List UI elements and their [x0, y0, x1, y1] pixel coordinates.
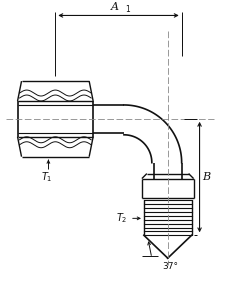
Text: 1: 1	[125, 5, 130, 14]
Text: $T_1$: $T_1$	[41, 171, 52, 185]
Text: A: A	[111, 3, 119, 12]
Text: $T_2$: $T_2$	[116, 211, 128, 225]
Text: B: B	[203, 172, 211, 182]
Text: 37°: 37°	[163, 262, 179, 271]
